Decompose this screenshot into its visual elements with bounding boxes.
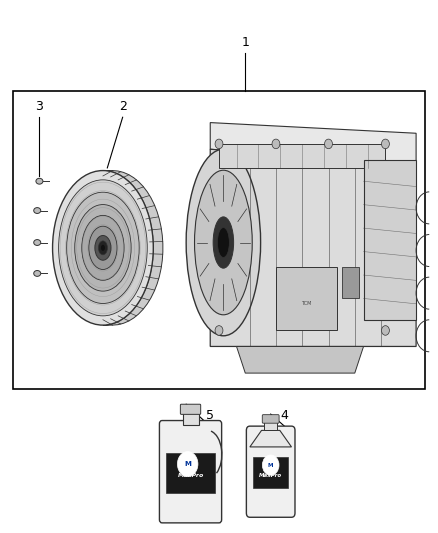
Circle shape bbox=[381, 139, 389, 149]
Ellipse shape bbox=[95, 236, 111, 260]
Text: 2: 2 bbox=[119, 100, 127, 113]
Ellipse shape bbox=[217, 228, 230, 257]
Ellipse shape bbox=[101, 245, 105, 251]
FancyBboxPatch shape bbox=[246, 426, 295, 517]
Bar bbox=[13, 91, 425, 389]
Bar bbox=[276, 266, 337, 330]
Circle shape bbox=[215, 139, 223, 149]
Polygon shape bbox=[103, 171, 163, 325]
Ellipse shape bbox=[82, 215, 124, 280]
Text: 3: 3 bbox=[35, 100, 43, 113]
Ellipse shape bbox=[34, 271, 41, 276]
Bar bbox=[166, 453, 215, 493]
Bar bbox=[264, 422, 277, 431]
Ellipse shape bbox=[186, 149, 261, 336]
FancyBboxPatch shape bbox=[159, 421, 222, 523]
Text: 4: 4 bbox=[281, 409, 289, 422]
Bar bbox=[364, 160, 416, 320]
Circle shape bbox=[177, 451, 198, 477]
Polygon shape bbox=[237, 346, 364, 373]
Ellipse shape bbox=[34, 208, 41, 213]
Text: M: M bbox=[268, 463, 273, 467]
Circle shape bbox=[325, 139, 332, 149]
Polygon shape bbox=[210, 123, 416, 165]
Ellipse shape bbox=[75, 205, 131, 291]
Text: M: M bbox=[184, 461, 191, 467]
Ellipse shape bbox=[53, 171, 153, 325]
Ellipse shape bbox=[89, 226, 117, 270]
Bar bbox=[253, 457, 288, 488]
Ellipse shape bbox=[59, 180, 147, 316]
Text: 5: 5 bbox=[206, 409, 214, 422]
Text: 1: 1 bbox=[241, 36, 249, 49]
Circle shape bbox=[381, 326, 389, 335]
Text: MaxPro: MaxPro bbox=[259, 473, 282, 478]
Ellipse shape bbox=[36, 178, 43, 184]
Bar bbox=[342, 266, 359, 298]
Bar bbox=[183, 413, 198, 425]
Bar bbox=[219, 144, 385, 168]
Ellipse shape bbox=[67, 192, 139, 303]
Ellipse shape bbox=[194, 170, 252, 315]
Text: TCM: TCM bbox=[301, 301, 312, 306]
Polygon shape bbox=[250, 431, 291, 447]
FancyBboxPatch shape bbox=[180, 404, 201, 414]
Circle shape bbox=[262, 455, 279, 475]
Circle shape bbox=[215, 326, 223, 335]
Ellipse shape bbox=[34, 239, 41, 245]
Ellipse shape bbox=[99, 241, 107, 255]
Text: MaxPro: MaxPro bbox=[177, 473, 204, 478]
FancyBboxPatch shape bbox=[262, 415, 279, 423]
Circle shape bbox=[272, 139, 280, 149]
Polygon shape bbox=[210, 149, 416, 346]
Ellipse shape bbox=[213, 217, 233, 268]
